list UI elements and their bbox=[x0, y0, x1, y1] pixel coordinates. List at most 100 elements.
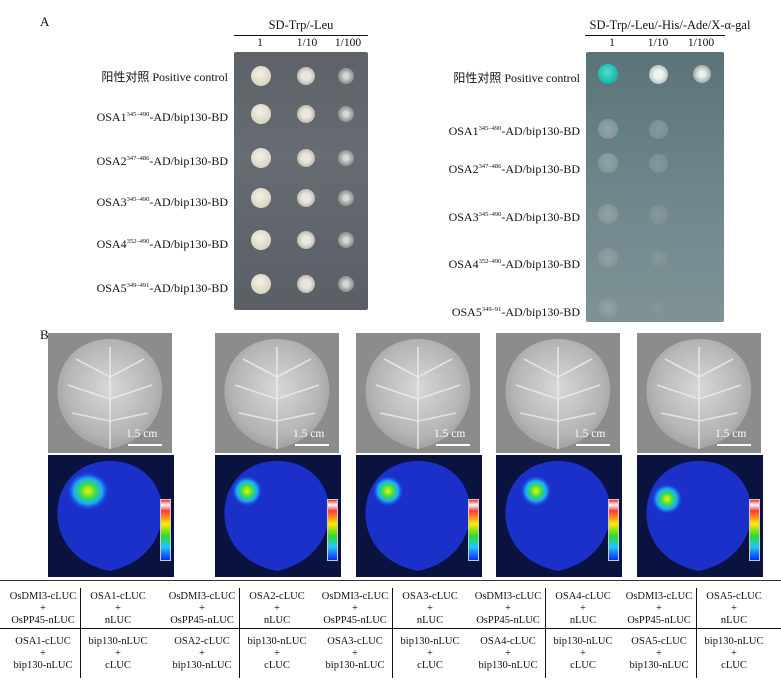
intensity-color-bar bbox=[468, 499, 479, 561]
combination-divider bbox=[545, 588, 546, 678]
combination-line: nLUC bbox=[416, 615, 444, 626]
row-construct-name: OSA3 bbox=[96, 195, 127, 209]
combination-cell: OSA4-cLUC + bip130-nLUC bbox=[463, 636, 553, 672]
intensity-color-bar bbox=[608, 499, 619, 561]
row-construct-name: 阳性对照 Positive control bbox=[453, 71, 580, 85]
yeast-colony-spot bbox=[648, 204, 668, 224]
leaf-shape-icon bbox=[57, 339, 163, 449]
combination-line: OSA4-cLUC bbox=[555, 591, 611, 602]
row-bait-suffix: -AD/bip130-BD bbox=[501, 210, 580, 224]
combination-line: + bbox=[199, 648, 205, 659]
row-bait-suffix: -AD/bip130-BD bbox=[501, 305, 580, 319]
yeast-colony-spot bbox=[598, 64, 618, 84]
combination-line: + bbox=[580, 648, 586, 659]
combination-line: + bbox=[40, 648, 46, 659]
yeast-colony-spot bbox=[297, 189, 315, 207]
combination-line: + bbox=[352, 603, 358, 614]
right-plate-row-label: OSA2347–486-AD/bip130-BD bbox=[449, 162, 580, 177]
intensity-color-bar bbox=[160, 499, 171, 561]
row-residue-range: 347–486 bbox=[126, 155, 150, 162]
combination-line: OsPP45-nLUC bbox=[11, 615, 75, 626]
yeast-colony-spot bbox=[251, 104, 271, 124]
combination-line: + bbox=[199, 603, 205, 614]
right-plate-row-label: OSA5349–91-AD/bip130-BD bbox=[452, 305, 580, 320]
combination-line: nLUC bbox=[104, 615, 132, 626]
leaf-brightfield-image: 1.5 cm bbox=[637, 333, 761, 453]
combination-line: + bbox=[656, 648, 662, 659]
yeast-colony-spot bbox=[338, 276, 354, 292]
yeast-colony-spot bbox=[297, 149, 315, 167]
scale-bar bbox=[128, 444, 162, 446]
row-bait-suffix: -AD/bip130-BD bbox=[501, 124, 580, 138]
row-bait-suffix: -AD/bip130-BD bbox=[149, 195, 228, 209]
yeast-colony-spot bbox=[693, 249, 711, 267]
yeast-colony-spot bbox=[297, 67, 315, 85]
row-residue-range: 349–491 bbox=[126, 282, 150, 289]
row-residue-range: 345–490 bbox=[478, 125, 502, 132]
combination-line: OSA3-cLUC bbox=[327, 636, 383, 647]
row-construct-name: 阳性对照 Positive control bbox=[101, 70, 228, 84]
left-plate-title: SD-Trp/-Leu bbox=[268, 18, 334, 32]
combination-line: OsPP45-nLUC bbox=[170, 615, 234, 626]
yeast-colony-spot bbox=[338, 232, 354, 248]
scale-bar-label: 1.5 cm bbox=[434, 428, 466, 440]
combination-cell: OSA4-cLUC + nLUC bbox=[538, 591, 628, 627]
combination-line: + bbox=[352, 648, 358, 659]
row-residue-range: 349–91 bbox=[481, 306, 502, 313]
yeast-colony-spot bbox=[693, 65, 711, 83]
combination-line: cLUC bbox=[105, 660, 131, 671]
yeast-colony-spot bbox=[338, 68, 354, 84]
luminescence-map-icon bbox=[57, 461, 163, 571]
combination-line: + bbox=[40, 603, 46, 614]
combination-line: OsDMI3-cLUC bbox=[474, 591, 542, 602]
yeast-colony-spot bbox=[251, 188, 271, 208]
left-dilution-10: 1/10 bbox=[296, 37, 318, 49]
combination-cell: OSA3-cLUC + bip130-nLUC bbox=[310, 636, 400, 672]
combination-cell: OsDMI3-cLUC + OsPP45-nLUC bbox=[614, 591, 704, 627]
combination-cell: OSA5-cLUC + bip130-nLUC bbox=[614, 636, 704, 672]
scale-bar-label: 1.5 cm bbox=[293, 428, 325, 440]
row-residue-range: 352–490 bbox=[478, 258, 502, 265]
combination-line: OsPP45-nLUC bbox=[476, 615, 540, 626]
left-plate-row-label: OSA5349–491-AD/bip130-BD bbox=[97, 281, 228, 296]
right-plate-row-label: OSA4352–490-AD/bip130-BD bbox=[449, 257, 580, 272]
yeast-colony-spot bbox=[338, 106, 354, 122]
combination-line: cLUC bbox=[721, 660, 747, 671]
combination-cell: bip130-nLUC + cLUC bbox=[232, 636, 322, 672]
combination-line: OsDMI3-cLUC bbox=[168, 591, 236, 602]
row-bait-suffix: -AD/bip130-BD bbox=[501, 257, 580, 271]
yeast-colony-spot bbox=[251, 230, 271, 250]
combination-line: + bbox=[505, 648, 511, 659]
combination-line: + bbox=[274, 603, 280, 614]
yeast-colony-spot bbox=[598, 204, 618, 224]
panel-b-label: B bbox=[40, 327, 49, 342]
yeast-colony-spot bbox=[251, 66, 271, 86]
combination-line: bip130-nLUC bbox=[704, 636, 764, 647]
combination-line: + bbox=[731, 648, 737, 659]
combination-line: OsDMI3-cLUC bbox=[9, 591, 77, 602]
leaf-brightfield-image: 1.5 cm bbox=[356, 333, 480, 453]
luminescence-map-icon bbox=[646, 461, 752, 571]
leaf-brightfield-image: 1.5 cm bbox=[48, 333, 172, 453]
row-residue-range: 345–490 bbox=[126, 196, 150, 203]
leaf-shape-icon bbox=[505, 339, 611, 449]
row-bait-suffix: -AD/bip130-BD bbox=[149, 154, 228, 168]
yeast-colony-spot bbox=[648, 298, 668, 318]
right-plate-row-label: OSA1345–490-AD/bip130-BD bbox=[449, 124, 580, 139]
yeast-colony-spot bbox=[338, 150, 354, 166]
combination-cell: bip130-nLUC + cLUC bbox=[385, 636, 475, 672]
leaf-luciferase-image bbox=[496, 455, 622, 577]
row-bait-suffix: -AD/bip130-BD bbox=[149, 237, 228, 251]
right-plate-row-label: OSA3345–490-AD/bip130-BD bbox=[449, 210, 580, 225]
combination-divider bbox=[696, 588, 697, 678]
row-bait-suffix: -AD/bip130-BD bbox=[501, 162, 580, 176]
combination-cell: bip130-nLUC + cLUC bbox=[73, 636, 163, 672]
right-dilution-100: 1/100 bbox=[687, 37, 715, 49]
combination-line: OsPP45-nLUC bbox=[627, 615, 691, 626]
leaf-shape-icon bbox=[365, 339, 471, 449]
combination-cell: OsDMI3-cLUC + OsPP45-nLUC bbox=[0, 591, 88, 627]
combination-line: OSA4-cLUC bbox=[480, 636, 536, 647]
leaf-luciferase-image bbox=[356, 455, 482, 577]
row-construct-name: OSA1 bbox=[448, 124, 479, 138]
yeast-colony-spot bbox=[251, 148, 271, 168]
